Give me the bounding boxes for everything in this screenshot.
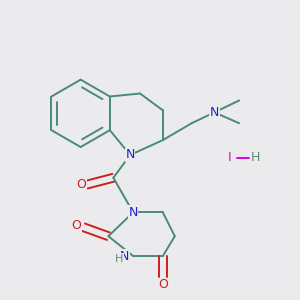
Text: H: H	[250, 152, 260, 164]
Text: I: I	[227, 152, 231, 164]
Text: O: O	[158, 278, 168, 291]
Text: N: N	[125, 148, 135, 161]
Text: N: N	[128, 206, 138, 219]
Text: O: O	[72, 219, 82, 232]
Text: H: H	[115, 254, 124, 264]
Text: N: N	[210, 106, 219, 119]
Text: O: O	[77, 178, 87, 191]
Text: N: N	[120, 250, 129, 262]
